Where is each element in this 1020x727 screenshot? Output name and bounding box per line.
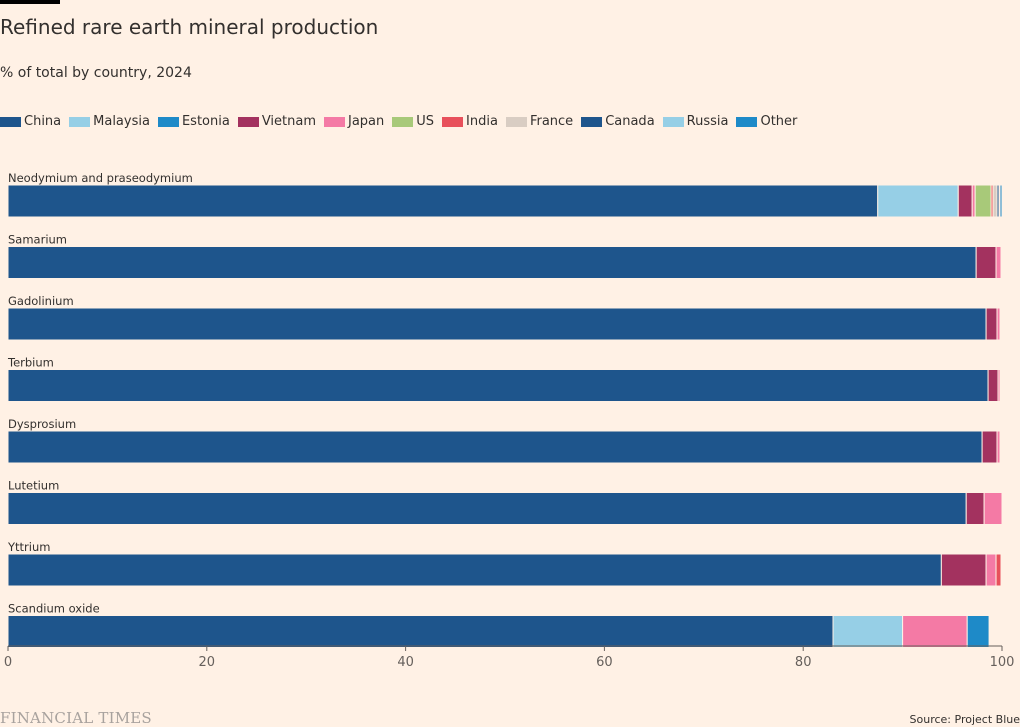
bar-segment xyxy=(7,246,977,279)
x-tick-label: 100 xyxy=(990,655,1015,670)
bar-segment xyxy=(1000,369,1003,402)
legend-item: Vietnam xyxy=(237,114,316,129)
bar-segment xyxy=(995,246,1002,279)
legend-swatch xyxy=(442,116,464,127)
legend-swatch xyxy=(69,116,91,127)
legend-swatch xyxy=(736,116,758,127)
bar-segment xyxy=(7,184,879,218)
bar-segment xyxy=(877,184,959,218)
bar-segment xyxy=(832,615,904,648)
bar-segment xyxy=(1000,246,1003,279)
bar-segment xyxy=(974,184,992,218)
bar-segment xyxy=(1000,553,1003,587)
bar-segment xyxy=(992,184,998,218)
legend-swatch xyxy=(662,116,684,127)
bar-segment xyxy=(985,553,997,587)
category-label: Lutetium xyxy=(8,479,59,493)
bar-segment xyxy=(965,492,985,525)
legend-item: US xyxy=(392,114,434,129)
bar-segment xyxy=(7,615,834,648)
bar-segment xyxy=(940,553,987,587)
bar-segment xyxy=(995,553,1002,587)
bar-segment xyxy=(966,615,990,648)
category-label: Neodymium and praseodymium xyxy=(8,171,193,185)
category-label: Scandium oxide xyxy=(8,602,100,616)
legend-label: Japan xyxy=(348,114,385,129)
legend-label: Malaysia xyxy=(93,114,150,129)
legend-label: France xyxy=(529,114,574,129)
legend-swatch xyxy=(505,116,527,127)
x-tick-label: 40 xyxy=(397,655,414,670)
legend-label: China xyxy=(24,114,62,129)
x-tick-label: 80 xyxy=(795,655,812,670)
legend-item: Russia xyxy=(662,114,729,129)
legend-item: France xyxy=(505,114,574,129)
x-tick-label: 0 xyxy=(4,655,12,670)
header-accent-bar xyxy=(0,0,60,4)
bar-segment xyxy=(7,307,987,341)
bar-segment xyxy=(1000,430,1003,464)
category-label: Dysprosium xyxy=(8,417,76,431)
legend: China Malaysia Estonia Vietnam Japan US India F… xyxy=(0,114,805,129)
source-note: Source: Project Blue xyxy=(909,713,1020,726)
brand-wordmark: FINANCIAL TIMES xyxy=(0,709,152,727)
bar-segment xyxy=(999,184,1003,218)
bar-segment xyxy=(975,246,997,279)
legend-item: Japan xyxy=(324,114,384,129)
stacked-bar-chart: Neodymium and praseodymium Samarium Gadoli… xyxy=(4,171,1015,670)
chart-title: Refined rare earth mineral production xyxy=(0,15,379,39)
bar-segment xyxy=(981,430,998,464)
bar-segment xyxy=(7,430,983,464)
bar-segment xyxy=(7,492,967,525)
x-tick-label: 20 xyxy=(199,655,216,670)
legend-item: China xyxy=(0,114,61,129)
legend-label: US xyxy=(416,114,435,129)
legend-item: Canada xyxy=(581,114,655,129)
category-label: Samarium xyxy=(8,233,67,247)
bar-segment xyxy=(1000,307,1003,341)
bar-segment xyxy=(987,369,999,402)
legend-label: Russia xyxy=(686,114,729,129)
category-label: Gadolinium xyxy=(8,294,74,308)
legend-item: Estonia xyxy=(157,114,230,129)
legend-item: India xyxy=(442,114,498,129)
legend-label: Canada xyxy=(605,114,655,129)
legend-swatch xyxy=(581,116,603,127)
legend-item: Other xyxy=(736,114,797,129)
category-label: Yttrium xyxy=(7,540,50,554)
legend-swatch xyxy=(237,116,259,127)
legend-swatch xyxy=(392,116,414,127)
bar-segment xyxy=(7,553,942,587)
legend-label: Other xyxy=(760,114,798,129)
bar-segment xyxy=(957,184,973,218)
bar-segment xyxy=(983,492,1003,525)
category-label: Terbium xyxy=(7,356,54,370)
legend-swatch xyxy=(0,116,21,127)
legend-swatch xyxy=(324,116,345,127)
x-tick-label: 60 xyxy=(596,655,613,670)
legend-swatch xyxy=(157,116,179,127)
bar-segment xyxy=(902,615,968,648)
legend-label: Estonia xyxy=(181,114,230,129)
bar-segment xyxy=(7,369,989,402)
chart-subtitle: % of total by country, 2024 xyxy=(0,65,192,81)
legend-item: Malaysia xyxy=(69,114,150,129)
legend-label: India xyxy=(466,114,498,129)
bar-segment xyxy=(985,307,998,341)
legend-label: Vietnam xyxy=(261,114,316,129)
